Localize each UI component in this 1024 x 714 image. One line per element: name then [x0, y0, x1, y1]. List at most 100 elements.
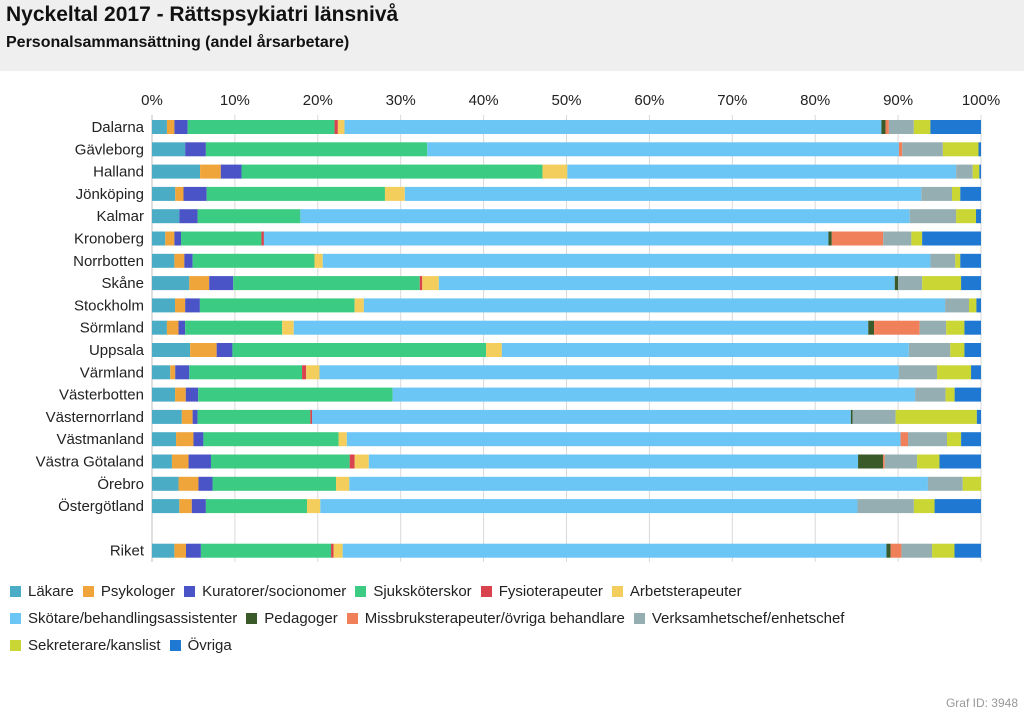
bar-segment — [320, 499, 858, 514]
category-label: Västmanland — [56, 431, 144, 448]
bar-segment — [976, 298, 981, 313]
bar-segment — [542, 164, 568, 179]
bar-segment — [310, 409, 312, 424]
legend-row: Läkare Psykologer Kuratorer/socionomer Sjuk… — [10, 578, 1010, 605]
bar-segment — [331, 543, 334, 558]
bar-segment — [311, 409, 851, 424]
category-label: Västerbotten — [59, 387, 144, 404]
bar-segment — [908, 432, 948, 447]
legend-label: Skötare/behandlingsassistenter — [28, 610, 238, 627]
bar-segment — [174, 231, 182, 246]
bar-segment — [181, 409, 193, 424]
bar-segment — [209, 276, 234, 291]
bar-segment — [919, 320, 947, 335]
bar-segment — [334, 120, 338, 134]
legend-swatch — [633, 613, 645, 624]
bar-segment — [946, 320, 965, 335]
bar-segment — [175, 186, 184, 201]
bar-segment — [174, 543, 186, 558]
legend-item: Kuratorer/socionomer — [184, 583, 346, 600]
bar-segment — [152, 164, 201, 179]
category-label: Värmland — [80, 364, 144, 381]
legend-item: Arbetsterapeuter — [611, 583, 742, 600]
bar-segment — [176, 432, 194, 447]
bar-segment — [895, 409, 977, 424]
bar-segment — [972, 164, 980, 179]
bar-segment — [152, 365, 171, 380]
bar-segment — [961, 432, 981, 447]
bar-segment — [932, 543, 955, 558]
x-tick-label: 10% — [220, 92, 250, 109]
category-label: Östergötland — [58, 497, 144, 515]
bar-segment — [890, 543, 902, 558]
bar-segment — [192, 253, 315, 268]
bar-segment — [898, 142, 903, 157]
bar-segment — [183, 186, 207, 201]
x-tick-label: 50% — [551, 92, 581, 109]
bar-segment — [175, 298, 186, 313]
bar-segment — [964, 343, 981, 357]
bar-segment — [165, 231, 175, 246]
bar-segment — [392, 387, 916, 402]
bar-segment — [349, 454, 355, 469]
bar-segment — [976, 209, 981, 224]
bar-segment — [193, 432, 204, 447]
bar-segment — [962, 476, 981, 491]
legend-label: Sjuksköterskor — [373, 583, 472, 600]
bar-segment — [881, 120, 886, 134]
bar-segment — [883, 231, 912, 246]
bar-segment — [185, 142, 206, 157]
bar-segment — [427, 142, 899, 157]
bar-segment — [175, 387, 186, 402]
bar-segment — [203, 432, 339, 447]
bar-segment — [282, 320, 294, 335]
bar-segment — [181, 231, 262, 246]
bar-segment — [438, 276, 895, 291]
x-tick-label: 70% — [717, 92, 747, 109]
bar-segment — [192, 409, 198, 424]
bar-segment — [419, 276, 423, 291]
bar-segment — [930, 120, 981, 134]
bar-segment — [337, 120, 345, 134]
category-label: Norrbotten — [73, 253, 144, 270]
bar-segment — [501, 343, 909, 357]
bar-segment — [152, 543, 175, 558]
bar-segment — [152, 387, 176, 402]
bar-segment — [179, 499, 192, 514]
legend-swatch — [246, 613, 258, 624]
legend-item: Läkare — [10, 583, 74, 600]
legend-label: Övriga — [187, 637, 232, 654]
category-label: Örebro — [97, 475, 144, 493]
bar-segment — [950, 343, 965, 357]
legend-swatch — [82, 586, 94, 597]
bar-segment — [858, 454, 883, 469]
legend-label: Sekreterare/kanslist — [28, 637, 161, 654]
bar-segment — [852, 409, 896, 424]
bar-segment — [384, 186, 405, 201]
legend-item: Verksamhetschef/enhetschef — [633, 610, 845, 627]
bar-segment — [199, 298, 355, 313]
stacked-bar-chart: 0% 10% 20% 30% 40% 50% 60% 70% 80% 90% 100% Dalarna… — [36, 92, 1000, 562]
legend-swatch — [10, 640, 21, 651]
bar-segment — [901, 543, 933, 558]
x-tick-label: 40% — [469, 92, 499, 109]
bar-segment — [422, 276, 439, 291]
legend-label: Verksamhetschef/enhetschef — [651, 610, 845, 627]
bar-segment — [333, 543, 343, 558]
bar-segment — [885, 120, 889, 134]
bar-segment — [184, 253, 193, 268]
bar-segment — [338, 432, 347, 447]
bar-segment — [930, 253, 956, 268]
chart-title: Nyckeltal 2017 - Rättspsykiatri länsnivå — [6, 3, 399, 26]
legend-label: Arbetsterapeuter — [629, 583, 742, 600]
bar-segment — [857, 499, 914, 514]
bar-segment — [152, 454, 172, 469]
bar-segment — [884, 454, 918, 469]
bar-segment — [969, 298, 977, 313]
bar-segment — [210, 454, 350, 469]
legend-item: Psykologer — [82, 583, 175, 600]
bar-segment — [187, 120, 335, 134]
chart-subtitle: Personalsammansättning (andel årsarbetar… — [6, 34, 350, 51]
bar-segment — [921, 186, 952, 201]
bar-segment — [197, 209, 301, 224]
